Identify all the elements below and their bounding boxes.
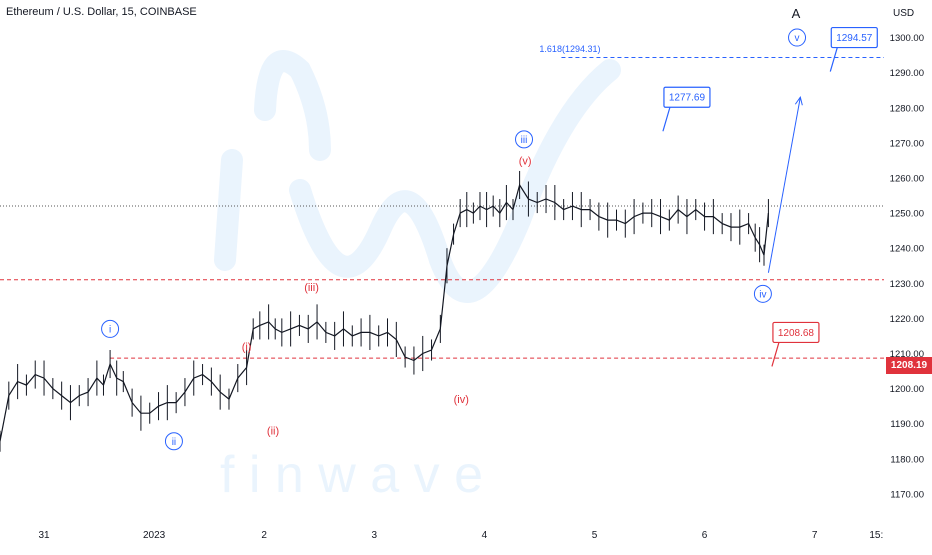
- wave-circle: [515, 130, 534, 149]
- x-tick-label: 4: [482, 530, 488, 541]
- x-tick-label: 15:: [869, 530, 883, 541]
- subwave-label: (i): [242, 341, 252, 353]
- x-axis: 31 2023 2 3 4 5 6 7 15:: [38, 530, 883, 541]
- horizontal-lines: [0, 57, 884, 359]
- callout-pointer: [829, 47, 838, 72]
- chart-title: Ethereum / U.S. Dollar, 15, COINBASE: [6, 6, 197, 18]
- wave-label: iv: [759, 289, 766, 300]
- subwave-label: (v): [519, 155, 532, 167]
- y-tick-label: 1210.00: [890, 349, 924, 360]
- x-tick-label: 6: [702, 530, 708, 541]
- wave-circle: [788, 28, 807, 47]
- wave-a-label: A: [792, 6, 801, 21]
- y-tick-label: 1290.00: [890, 68, 924, 79]
- x-tick-label: 31: [38, 530, 50, 541]
- wave-circle: [101, 319, 120, 338]
- projection: [767, 96, 803, 273]
- wave-circle: [753, 284, 772, 303]
- y-axis: 1170.00 1180.00 1190.00 1200.00 1210.00 1220.…: [890, 33, 924, 500]
- y-tick-label: 1190.00: [890, 419, 924, 430]
- subwave-label: (iii): [304, 282, 319, 294]
- x-tick-label: 5: [592, 530, 598, 541]
- callout-label: 1294.57: [836, 33, 873, 44]
- watermark-text: f i n w a v e: [220, 446, 483, 504]
- price-series: [0, 170, 769, 452]
- y-tick-label: 1250.00: [890, 209, 924, 220]
- last-price-tag: 1208.19: [886, 357, 932, 374]
- wave-labels: iiiiiiivv(i)(ii)(iii)(iv)(v)A1.618(1294.…: [101, 6, 807, 451]
- wave-label: iii: [521, 135, 528, 146]
- wave-label: v: [795, 33, 800, 44]
- x-tick-label: 2: [261, 530, 267, 541]
- callout-label: 1208.68: [778, 328, 815, 339]
- subwave-label: (ii): [267, 426, 279, 438]
- fib-label: 1.618(1294.31): [539, 44, 600, 54]
- callout-box: [663, 86, 711, 108]
- y-tick-label: 1230.00: [890, 279, 924, 290]
- watermark: f i n w a v e: [214, 50, 621, 504]
- wave-circle: [164, 432, 183, 451]
- x-tick-label: 7: [812, 530, 818, 541]
- callout-label: 1277.69: [669, 93, 706, 104]
- y-tick-label: 1270.00: [890, 138, 924, 149]
- y-tick-label: 1260.00: [890, 173, 924, 184]
- price-callouts: 1277.69 1294.57 1208.68: [662, 26, 878, 367]
- wave-label: ii: [172, 437, 176, 448]
- y-tick-label: 1200.00: [890, 384, 924, 395]
- subwave-label: (iv): [454, 394, 469, 406]
- x-tick-label: 2023: [143, 530, 166, 541]
- projection-arrow-head: [794, 96, 803, 106]
- wave-label: i: [109, 324, 111, 335]
- y-tick-label: 1180.00: [890, 454, 924, 465]
- y-tick-label: 1280.00: [890, 103, 924, 114]
- callout-pointer: [662, 107, 671, 132]
- y-tick-label: 1300.00: [890, 33, 924, 44]
- callout-box: [830, 26, 878, 49]
- y-tick-label: 1220.00: [890, 314, 924, 325]
- y-tick-label: 1240.00: [890, 244, 924, 255]
- projection-arrow: [767, 97, 801, 273]
- callout-pointer: [771, 342, 780, 367]
- callout-box: [772, 321, 820, 344]
- y-tick-label: 1170.00: [890, 489, 924, 500]
- currency-label: USD: [893, 8, 915, 19]
- x-tick-label: 3: [372, 530, 378, 541]
